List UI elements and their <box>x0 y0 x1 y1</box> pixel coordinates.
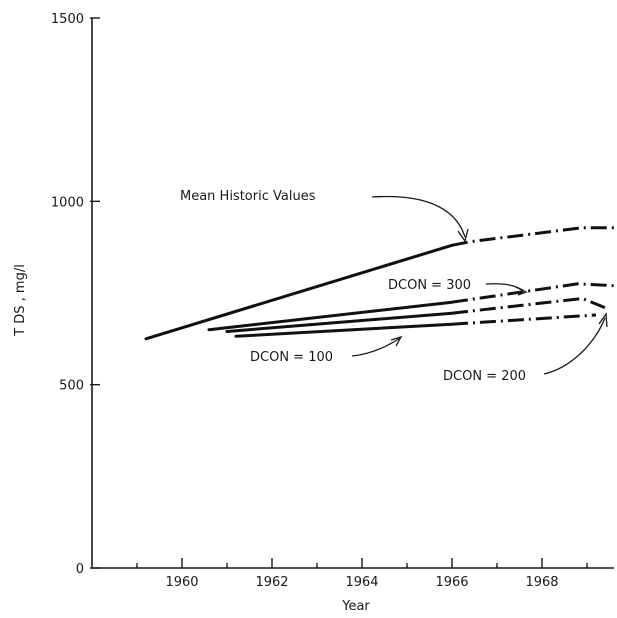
series-layer <box>144 226 615 341</box>
annotation-dcon-300: DCON = 300 <box>388 278 471 293</box>
leader-mean-historic-arrow <box>457 228 469 243</box>
x-axis-label: Year <box>341 599 370 614</box>
annotation-layer: Mean Historic Values DCON = 300 DCON = 1… <box>180 189 608 384</box>
x-tick-label: 1964 <box>345 575 378 590</box>
x-tick-label: 1960 <box>165 575 198 590</box>
series-line-3 <box>225 311 454 333</box>
x-tick-label: 1966 <box>435 575 468 590</box>
leader-mean-historic <box>371 195 466 238</box>
axes <box>91 18 614 569</box>
x-tick-label: 1962 <box>255 575 288 590</box>
series-line-4 <box>234 322 454 338</box>
leader-dcon-200-arrow <box>598 312 608 328</box>
leader-dcon-200 <box>543 317 606 375</box>
series-line-4-extension <box>451 313 597 326</box>
leader-dcon-100-arrow <box>390 335 403 347</box>
y-tick-label: 1000 <box>51 195 84 210</box>
series-line-3-extension <box>451 296 606 315</box>
leader-dcon-300 <box>485 283 525 292</box>
series-line-1-extension <box>451 226 614 247</box>
x-axis-ticks: 1960 1962 1964 1966 1968 <box>136 558 588 590</box>
annotation-mean-historic: Mean Historic Values <box>180 189 316 204</box>
y-tick-label: 1500 <box>51 12 84 27</box>
y-tick-label: 0 <box>76 562 84 577</box>
y-axis-ticks: 0 500 1000 1500 <box>51 12 100 577</box>
annotation-dcon-200: DCON = 200 <box>443 369 526 384</box>
y-axis-label: T DS , mg/l <box>13 264 28 337</box>
y-tick-label: 500 <box>59 379 84 394</box>
series-line-2 <box>207 300 454 332</box>
series-line-2-extension <box>451 282 615 304</box>
x-tick-label: 1968 <box>525 575 558 590</box>
series-line-1 <box>144 243 454 341</box>
annotation-dcon-100: DCON = 100 <box>250 350 333 365</box>
leader-dcon-100 <box>351 337 401 357</box>
leader-dcon-300-arrow <box>515 286 528 296</box>
